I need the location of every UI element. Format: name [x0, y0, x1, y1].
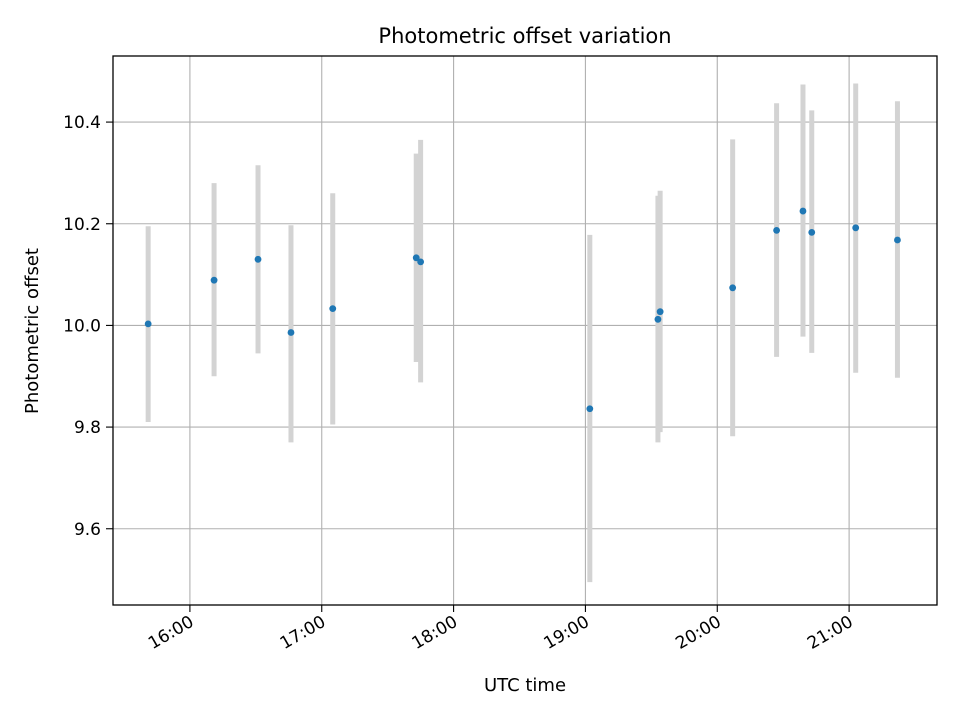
plot-frame	[112, 55, 938, 606]
data-point	[773, 226, 780, 234]
data-point	[654, 315, 662, 323]
data-point	[210, 276, 218, 284]
data-point	[287, 329, 295, 336]
y-axis-title: Photometric offset	[22, 248, 43, 414]
data-point	[852, 224, 860, 232]
y-tick-label: 9.8	[74, 418, 101, 438]
data-point	[729, 284, 737, 292]
data-point	[417, 258, 425, 266]
y-axis-ticks: 9.6 9.8 10.0 10.2 10.4	[63, 113, 113, 540]
data-point	[586, 405, 594, 413]
data-point	[329, 305, 337, 313]
data-point	[656, 308, 664, 316]
y-tick-label: 10.4	[63, 113, 101, 133]
chart-title: Photometric offset variation	[378, 24, 671, 48]
data-points	[144, 207, 901, 413]
data-point	[412, 254, 420, 262]
data-point	[254, 255, 262, 263]
data-point	[808, 228, 816, 236]
y-tick-label: 10.2	[63, 215, 101, 235]
data-point	[144, 320, 152, 328]
y-tick-label: 9.6	[74, 520, 101, 540]
data-point	[894, 236, 901, 244]
y-tick-label: 10.0	[63, 316, 101, 336]
data-point	[799, 207, 807, 215]
grid	[113, 56, 937, 605]
x-axis-title: UTC time	[484, 675, 566, 696]
